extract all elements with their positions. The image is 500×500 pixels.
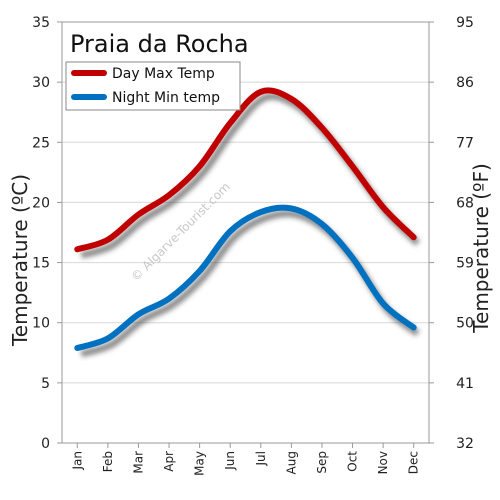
y-axis-label-right: Temperature (ºF) (469, 163, 493, 334)
left-tick-label: 5 (41, 376, 50, 392)
right-tick-label: 59 (456, 256, 474, 272)
series-line-day-max-temp (74, 87, 417, 253)
right-tick-label: 32 (456, 436, 474, 452)
right-tick-label: 50 (456, 316, 474, 332)
right-axis-ticks: 32 41 50 59 68 77 86 95 (429, 15, 474, 452)
x-tick-label: Aug (284, 451, 298, 474)
chart-title: Praia da Rocha (70, 30, 249, 58)
x-tick-label: Jun (223, 451, 237, 471)
plot-frame (61, 21, 430, 444)
right-tick-label: 95 (456, 15, 474, 31)
left-tick-label: 25 (32, 135, 50, 151)
x-tick-label: Feb (101, 451, 115, 472)
x-axis-ticks: Jan Feb Mar Apr May Jun Jul Aug Sep Oct Nov Dec (70, 443, 421, 476)
x-tick-label: Sep (315, 451, 329, 474)
x-tick-label: May (193, 451, 207, 476)
left-tick-label: 15 (32, 256, 50, 272)
series-line-night-min-temp (74, 204, 417, 351)
x-tick-label: Dec (407, 451, 421, 474)
series-lines (74, 87, 421, 358)
legend-label-night-min: Night Min temp (112, 90, 220, 106)
x-tick-label: Oct (346, 451, 360, 472)
right-tick-label: 86 (456, 75, 474, 91)
legend-label-day-max: Day Max Temp (112, 66, 215, 82)
right-tick-label: 68 (456, 195, 474, 211)
y-axis-label-left: Temperature (ºC) (8, 174, 32, 347)
left-tick-label: 0 (41, 436, 50, 452)
x-tick-label: Nov (376, 451, 390, 474)
left-tick-label: 30 (32, 75, 50, 91)
left-tick-label: 35 (32, 15, 50, 31)
right-tick-label: 77 (456, 135, 474, 151)
x-tick-label: Jan (70, 451, 84, 471)
x-tick-label: Jul (254, 451, 268, 466)
left-tick-label: 20 (32, 195, 50, 211)
right-tick-label: 41 (456, 376, 474, 392)
x-tick-label: Mar (131, 451, 145, 474)
series-shadow-day-max-temp (80, 92, 421, 259)
left-axis-ticks: 0 5 10 15 20 25 30 35 (32, 15, 62, 452)
left-tick-label: 10 (32, 316, 50, 332)
x-tick-label: Apr (162, 451, 176, 472)
